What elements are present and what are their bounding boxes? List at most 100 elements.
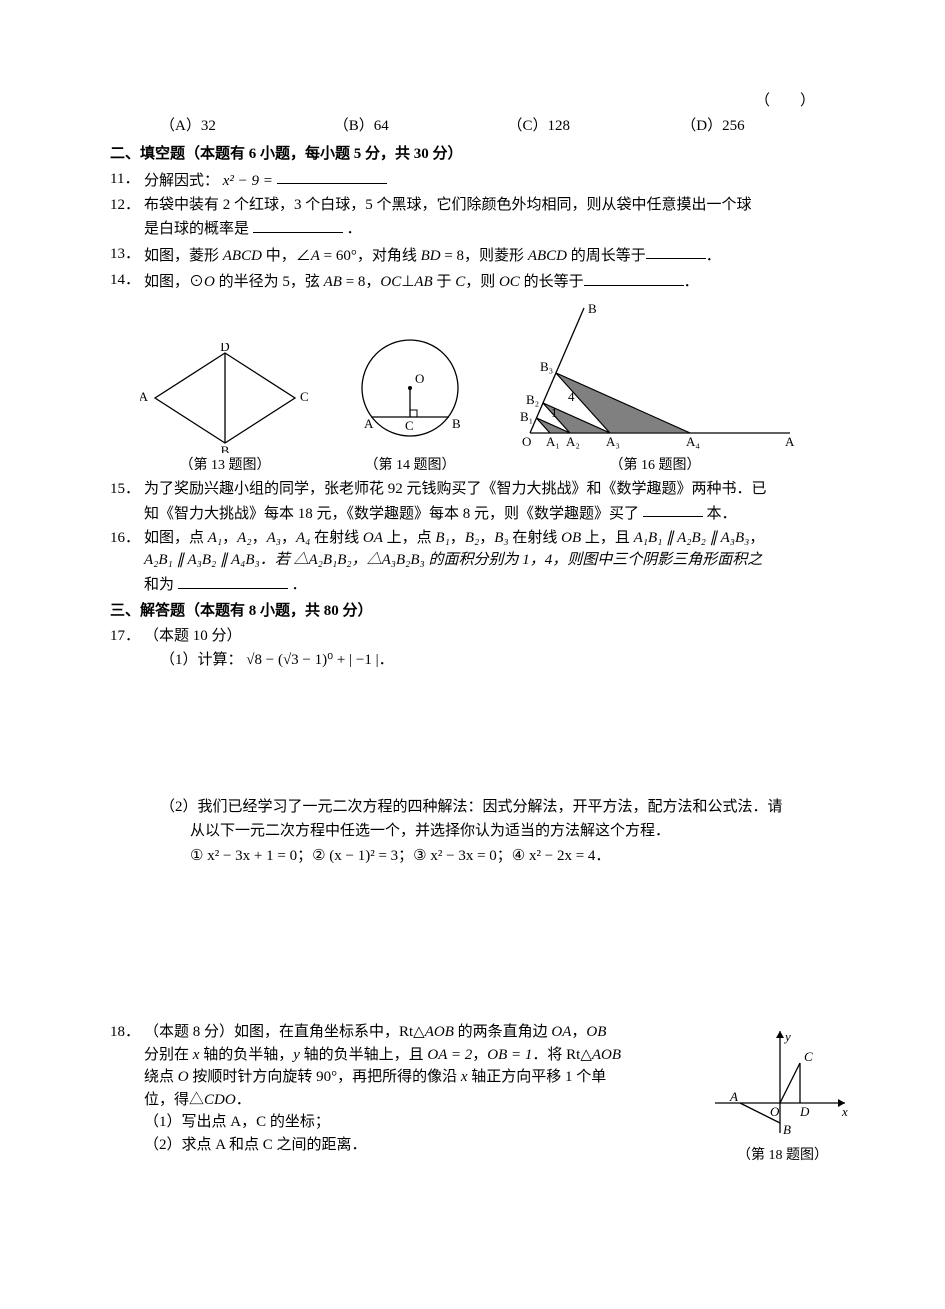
q14-body: 如图，⊙O 的半径为 5，弦 AB = 8，OC⊥AB 于 C，则 OC 的长等… bbox=[144, 269, 855, 293]
q13-a: 如图，菱形 bbox=[144, 247, 223, 263]
q13-p: ． bbox=[706, 247, 721, 263]
q16-l2a: A₂B₁ ∥ A₃B₂ ∥ A₄B₃．若 △A₂B₁B₂，△A₃B₂B₃ 的面积… bbox=[144, 552, 762, 568]
q18-l3c: 轴正方向平移 1 个单 bbox=[468, 1069, 607, 1085]
fig18-D: D bbox=[799, 1104, 810, 1119]
option-d: （D）256 bbox=[681, 115, 855, 138]
q18-l4: 位，得△ bbox=[144, 1092, 204, 1108]
q18-line4: 位，得△CDO． bbox=[144, 1089, 690, 1112]
q14-a: 如图，⊙ bbox=[144, 274, 204, 290]
fig13-C: C bbox=[300, 389, 309, 404]
q14-C: C bbox=[455, 274, 465, 290]
fig14-O: O bbox=[415, 371, 424, 386]
q13: 13． 如图，菱形 ABCD 中，∠A = 60°，对角线 BD = 8，则菱形… bbox=[110, 243, 855, 267]
fig16-A2: A₂ bbox=[566, 434, 580, 449]
fig14-A: A bbox=[364, 416, 374, 431]
fig16-n4: 4 bbox=[568, 389, 575, 404]
q16-A3: A₃ bbox=[267, 530, 281, 546]
q18-l3b: 按顺时针方向旋转 90°，再把所得的像沿 bbox=[189, 1069, 461, 1085]
q12-line2: 是白球的概率是 bbox=[144, 221, 249, 237]
q14: 14． 如图，⊙O 的半径为 5，弦 AB = 8，OC⊥AB 于 C，则 OC… bbox=[110, 269, 855, 293]
q13-BD: BD bbox=[421, 247, 441, 263]
q16-c4: ， bbox=[450, 530, 465, 546]
q18-num: 18． bbox=[110, 1021, 144, 1156]
q12-line1: 布袋中装有 2 个红球，3 个白球，5 个黑球，它们除颜色外均相同，则从袋中任意… bbox=[144, 194, 855, 217]
q16-OB: OB bbox=[561, 530, 581, 546]
fig13: D A C B （第 13 题图） bbox=[140, 343, 310, 476]
q18-l1b: 的两条直角边 bbox=[454, 1024, 552, 1040]
q16-l1c: 上，点 bbox=[383, 530, 436, 546]
fig16-O: O bbox=[522, 434, 531, 449]
q18-l2a: 分别在 bbox=[144, 1047, 193, 1063]
q18-AOB2: AOB bbox=[592, 1047, 621, 1063]
q18-body: （本题 8 分）如图，在直角坐标系中，Rt△AOB 的两条直角边 OA，OB 分… bbox=[144, 1021, 690, 1156]
q14-e: 的长等于 bbox=[520, 274, 584, 290]
q18-y1: y bbox=[293, 1047, 300, 1063]
q14-O: O bbox=[204, 274, 215, 290]
q14-d: ，则 bbox=[465, 274, 499, 290]
q18-head: （本题 8 分）如图，在直角坐标系中，Rt△ bbox=[144, 1024, 425, 1040]
q12-blank bbox=[253, 216, 343, 233]
fig18-y: y bbox=[783, 1029, 791, 1044]
q14-num: 14． bbox=[110, 269, 144, 293]
q18-OB: OB bbox=[586, 1024, 606, 1040]
q18: 18． （本题 8 分）如图，在直角坐标系中，Rt△AOB 的两条直角边 OA，… bbox=[110, 1019, 855, 1166]
q14-OC2: OC bbox=[499, 274, 520, 290]
q16-c5: ， bbox=[479, 530, 494, 546]
section-2-head: 二、填空题（本题有 6 小题，每小题 5 分，共 30 分） bbox=[110, 143, 855, 166]
q13-num: 13． bbox=[110, 243, 144, 267]
q18-p: ． bbox=[236, 1092, 251, 1108]
q16-B2: B₂ bbox=[465, 530, 479, 546]
section-3-head: 三、解答题（本题有 8 小题，共 80 分） bbox=[110, 600, 855, 623]
option-c: （C）128 bbox=[508, 115, 682, 138]
q18-O: O bbox=[178, 1069, 189, 1085]
q16-l1b: 在射线 bbox=[310, 530, 363, 546]
q16-A4: A₄ bbox=[296, 530, 310, 546]
q18-sub1: （1）写出点 A，C 的坐标； bbox=[144, 1111, 690, 1134]
q13-abcd: ABCD bbox=[223, 247, 262, 263]
fig18-O: O bbox=[770, 1104, 780, 1119]
q15-l2: 知《智力大挑战》每本 18 元，《数学趣题》每本 8 元，则《数学趣题》买了 bbox=[144, 505, 639, 521]
q11-body: 分解因式： x² − 9 = bbox=[144, 168, 855, 192]
q14-blank bbox=[584, 269, 684, 286]
fig16-A3: A₃ bbox=[606, 434, 620, 449]
q18-l2c: 轴的负半轴上，且 bbox=[300, 1047, 428, 1063]
fig14-B: B bbox=[452, 416, 461, 431]
q16-line1: 如图，点 A₁，A₂，A₃，A₄ 在射线 OA 上，点 B₁，B₂，B₃ 在射线… bbox=[144, 527, 855, 550]
q14-AB2: AB bbox=[414, 274, 432, 290]
fig13-svg: D A C B bbox=[140, 343, 310, 453]
q15-num: 15． bbox=[110, 478, 144, 525]
q18-row: 18． （本题 8 分）如图，在直角坐标系中，Rt△AOB 的两条直角边 OA，… bbox=[110, 1021, 690, 1156]
q16-line3: 和为 ． bbox=[144, 572, 855, 596]
fig16-B2: B₂ bbox=[526, 392, 539, 407]
q17-p1expr: √8 − (√3 − 1)⁰ + | −1 |． bbox=[246, 652, 393, 668]
fig16-A4: A₄ bbox=[686, 434, 700, 449]
q15-l2wrap: 知《智力大挑战》每本 18 元，《数学趣题》每本 8 元，则《数学趣题》买了 本… bbox=[144, 501, 855, 525]
q15-blank bbox=[643, 501, 703, 518]
q14-perp: ⊥ bbox=[401, 274, 414, 290]
fig13-cap: （第 13 题图） bbox=[180, 455, 271, 476]
q13-A: A bbox=[311, 247, 320, 263]
fig16: 1 4 B A O A₁ A₂ A₃ A₄ B₁ B₂ B₃ （第 16 题图） bbox=[510, 303, 800, 476]
option-a: （A）32 bbox=[160, 115, 334, 138]
q14-b: 的半径为 5，弦 bbox=[215, 274, 324, 290]
q16-c2: ， bbox=[252, 530, 267, 546]
q18-ob1: OB = 1 bbox=[487, 1047, 532, 1063]
fig13-A: A bbox=[140, 389, 149, 404]
q16-l1d: 在射线 bbox=[509, 530, 562, 546]
q18-sub2: （2）求点 A 和点 C 之间的距离． bbox=[144, 1134, 690, 1157]
fig16-A: A bbox=[785, 434, 795, 449]
q17: 17． （本题 10 分） bbox=[110, 625, 855, 648]
q16: 16． 如图，点 A₁，A₂，A₃，A₄ 在射线 OA 上，点 B₁，B₂，B₃… bbox=[110, 527, 855, 596]
page: （ ） （A）32 （B）64 （C）128 （D）256 二、填空题（本题有 … bbox=[0, 0, 945, 1309]
fig18-Bl: B bbox=[783, 1122, 791, 1137]
q15-l1: 为了奖励兴趣小组的同学，张老师花 92 元钱购买了《智力大挑战》和《数学趣题》两… bbox=[144, 478, 855, 501]
q18-CDO: CDO bbox=[204, 1092, 236, 1108]
fig13-B: B bbox=[221, 443, 230, 453]
q11-expr: x² − 9 = bbox=[223, 172, 273, 188]
figures-row: D A C B （第 13 题图） O A B C （第 14 题图） bbox=[140, 303, 855, 476]
q16-OA: OA bbox=[363, 530, 383, 546]
q13-b: 中，∠ bbox=[262, 247, 311, 263]
q18-OA: OA bbox=[551, 1024, 571, 1040]
q13-abcd2: ABCD bbox=[528, 247, 567, 263]
fig14: O A B C （第 14 题图） bbox=[340, 333, 480, 476]
